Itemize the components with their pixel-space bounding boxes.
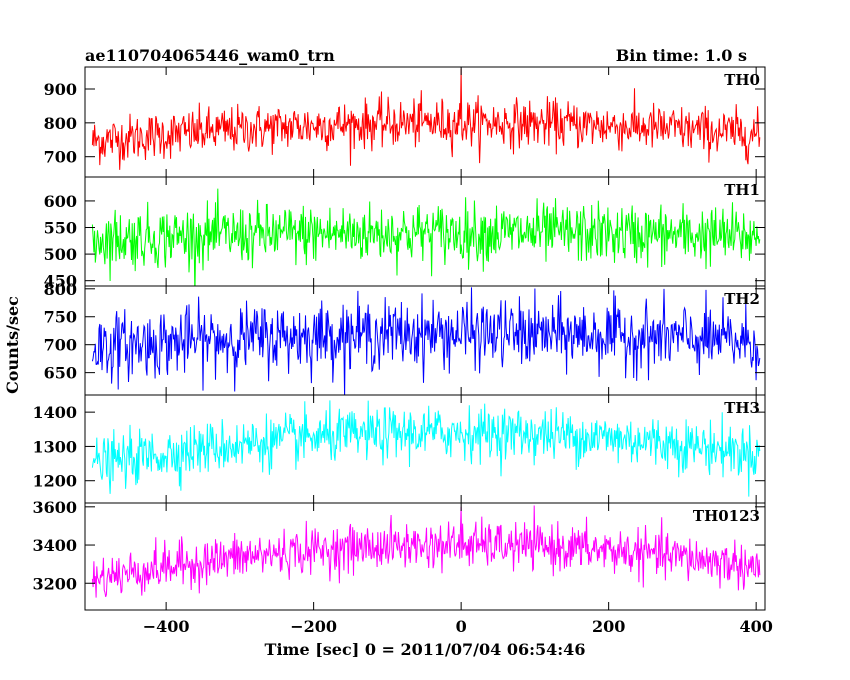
y-tick-label: 750 [44,308,77,327]
y-tick-label: 550 [44,219,77,238]
chart-title: ae110704065446_wam0_trn [85,46,335,65]
y-tick-label: 1200 [32,472,77,491]
x-axis-label: Time [sec] 0 = 2011/07/04 06:54:46 [265,640,586,659]
y-tick-label: 800 [44,280,77,299]
y-tick-label: 500 [44,245,77,264]
y-tick-label: 3400 [32,536,77,555]
panel-frame [84,66,766,178]
panel-th0: 700 800 900 TH0 [44,66,766,178]
panel-frame [84,502,766,611]
series-line-th3 [91,400,761,497]
panel-th3: 1200 1300 1400 TH3 [32,394,766,504]
y-axis-label: Counts/sec [3,296,22,394]
y-tick-label: 650 [44,364,77,383]
panel-th0123: 3200 3400 3600 TH0123 [32,498,766,611]
y-tick-label: 900 [44,80,77,99]
y-tick-label: 3600 [32,498,77,517]
y-tick-label: 700 [44,336,77,355]
series-line-th1 [91,188,761,286]
bin-time-label: Bin time: 1.0 s [616,46,747,65]
panel-th2: 650 700 750 800 TH2 [44,280,766,396]
series-line-th2 [91,287,761,395]
panels-group: 700 800 900 TH0 450 500 550 600 TH1 650 700 750 800 T… [32,66,773,636]
y-tick-label: 1300 [32,437,77,456]
panel-label: TH0 [724,71,760,89]
panel-label: TH3 [724,399,760,417]
x-tick-label: 0 [456,617,467,636]
x-tick-label: −200 [290,617,337,636]
panel-label: TH1 [724,181,760,199]
x-tick-label: 400 [739,617,772,636]
y-tick-label: 700 [44,148,77,167]
x-tick-label: −400 [143,617,190,636]
panel-label: TH2 [724,290,760,308]
panel-th1: 450 500 550 600 TH1 [44,176,766,291]
y-tick-label: 3200 [32,574,77,593]
y-tick-label: 800 [44,114,77,133]
series-line-th0123 [91,505,761,598]
x-tick-label: 200 [592,617,625,636]
panel-label: TH0123 [693,507,760,525]
y-tick-label: 450 [44,272,77,291]
y-tick-label: 1400 [32,403,77,422]
series-line-th0 [91,68,761,170]
y-tick-label: 600 [44,192,77,211]
